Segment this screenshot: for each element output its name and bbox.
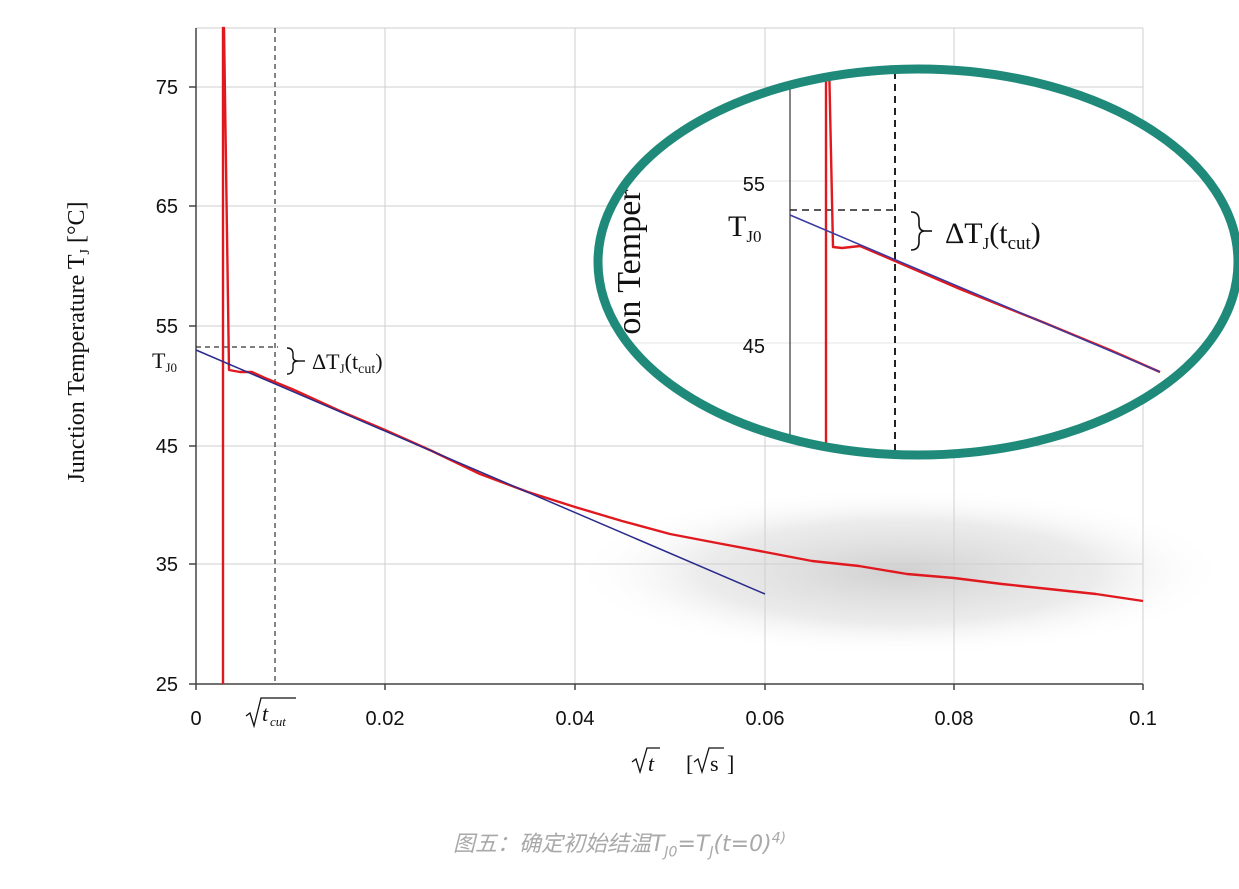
- inset-y-tick-45: 45: [743, 336, 765, 358]
- y-tick-75: 75: [156, 77, 178, 99]
- inset-y-tick-55: 55: [743, 174, 765, 196]
- axes: [189, 28, 1144, 690]
- y-axis-label: Junction Temperature TJ [°C]: [64, 201, 93, 482]
- x-tick-0.02: 0.02: [366, 708, 405, 730]
- x-tick-labels: 0 0.02 0.04 0.06 0.08 0.1: [190, 708, 1156, 730]
- y-tick-45: 45: [156, 436, 178, 458]
- tj0-label: TJ0: [152, 348, 177, 375]
- svg-text:ΔTJ(tcut): ΔTJ(tcut): [312, 349, 383, 377]
- y-tick-65: 65: [156, 196, 178, 218]
- svg-text:]: ]: [727, 751, 734, 776]
- svg-text:t: t: [262, 701, 269, 726]
- svg-text:Junction Temperature TJ [°C]: Junction Temperature TJ [°C]: [64, 201, 93, 482]
- inset-border: [593, 64, 1239, 460]
- inset-y-label: on Temper: [611, 189, 648, 335]
- tcut-tick-label: t cut: [245, 697, 296, 729]
- svg-text:t: t: [648, 751, 655, 776]
- x-tick-0.08: 0.08: [935, 708, 974, 730]
- svg-text:[: [: [686, 751, 693, 776]
- x-axis-label: t [ s ]: [631, 747, 734, 776]
- svg-text:TJ0: TJ0: [152, 348, 177, 375]
- y-tick-25: 25: [156, 674, 178, 696]
- y-tick-55: 55: [156, 316, 178, 338]
- inset-magnifier: 55 45 TJ0 ΔTJ(tcut) on Temper: [593, 64, 1239, 460]
- x-tick-0: 0: [190, 708, 201, 730]
- x-tick-0.04: 0.04: [556, 708, 595, 730]
- linear-fit-line: [195, 349, 766, 595]
- x-tick-0.06: 0.06: [746, 708, 785, 730]
- delta-tj-label: ΔTJ(tcut): [286, 347, 383, 377]
- y-tick-35: 35: [156, 554, 178, 576]
- x-tick-0.1: 0.1: [1129, 708, 1157, 730]
- measured-curve: [221, 26, 1144, 684]
- y-tick-labels: 75 65 55 45 35 25: [156, 77, 178, 696]
- svg-text:cut: cut: [270, 714, 286, 729]
- figure-caption: 图五：确定初始结温TJ0=TJ(t=0)4): [452, 830, 787, 861]
- svg-text:TJ0: TJ0: [728, 210, 761, 246]
- svg-text:ΔTJ(tcut): ΔTJ(tcut): [945, 217, 1041, 254]
- svg-text:s: s: [710, 751, 719, 776]
